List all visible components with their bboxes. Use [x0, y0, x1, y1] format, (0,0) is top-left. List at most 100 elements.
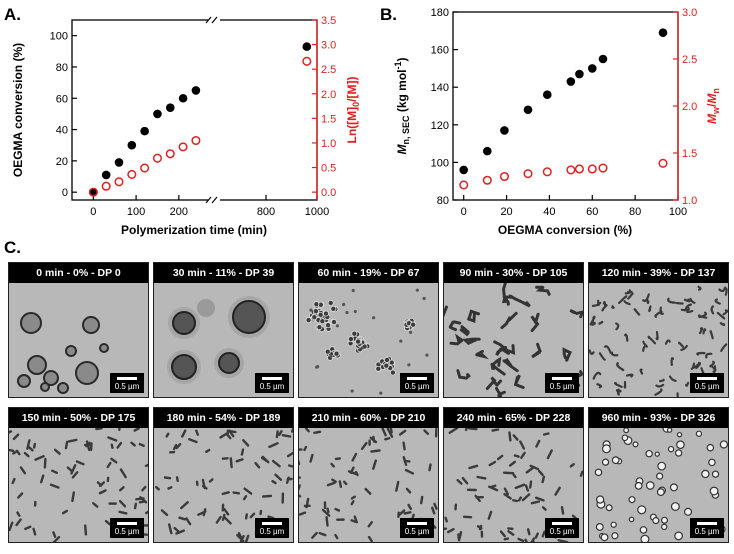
y-tick-label-right-b: 3.0 — [682, 7, 697, 19]
tem-feature — [367, 521, 374, 528]
tem-feature — [299, 511, 307, 516]
tem-feature — [386, 427, 394, 438]
tem-feature — [402, 441, 406, 451]
data-point-ln — [178, 142, 188, 152]
data-point-ln — [140, 163, 150, 173]
tem-feature — [195, 429, 199, 436]
tem-feature — [598, 320, 604, 325]
x-tick-label-a: 0 — [90, 206, 96, 218]
tem-feature — [181, 429, 187, 438]
tem-feature — [172, 311, 196, 335]
tem-feature — [15, 449, 21, 456]
scale-bar-label: 0.5 µm — [404, 527, 430, 536]
tem-feature — [488, 460, 497, 467]
tem-feature — [508, 431, 512, 442]
tem-feature — [595, 523, 604, 531]
y-tick-label-left-a: 60 — [56, 93, 68, 105]
y-tick-label-left-a: 40 — [56, 125, 68, 137]
tem-feature — [472, 349, 489, 360]
tem-feature — [512, 473, 517, 479]
tem-feature — [664, 339, 671, 345]
tem-feature — [319, 318, 326, 325]
tem-feature — [350, 500, 355, 506]
tem-feature — [670, 502, 680, 511]
tem-feature — [466, 309, 480, 323]
tem-feature — [40, 382, 50, 392]
tem-feature — [514, 483, 526, 490]
tem-feature — [705, 352, 713, 359]
scale-bar: 0.5 µm — [400, 373, 434, 393]
tem-feature — [632, 441, 639, 448]
tem-feature — [449, 333, 465, 346]
scale-bar-label: 0.5 µm — [404, 382, 430, 391]
data-point-ln — [114, 177, 124, 187]
tem-feature — [66, 466, 74, 473]
scale-bar: 0.5 µm — [110, 518, 144, 538]
tem-feature — [271, 479, 277, 485]
tem-feature — [623, 300, 631, 306]
tem-micrograph — [444, 278, 583, 397]
tem-feature — [178, 516, 187, 521]
y-label-right-a-sub: 0 — [351, 102, 361, 107]
tem-feature — [639, 368, 644, 375]
tem-feature — [526, 528, 531, 536]
tem-feature — [287, 464, 293, 468]
tem-feature — [459, 325, 471, 337]
tem-feature — [118, 499, 127, 508]
tem-feature — [709, 486, 719, 496]
tem-feature — [299, 494, 302, 498]
x-tick-label-a: 100 — [127, 206, 145, 218]
y-tick-label-left-a: 100 — [50, 31, 68, 43]
y-tick-label-left-a: 80 — [56, 62, 68, 74]
tem-feature — [448, 426, 459, 434]
tem-feature — [98, 489, 107, 495]
tem-feature — [655, 383, 665, 388]
data-point-ln — [127, 169, 137, 179]
tem-feature — [530, 312, 540, 333]
tem-feature — [474, 494, 481, 503]
y-tick-label-right-a: 2.5 — [321, 64, 336, 76]
tem-feature — [275, 430, 279, 439]
tem-feature — [487, 485, 499, 492]
tem-feature — [244, 534, 250, 542]
tem-feature — [680, 344, 688, 351]
tem-feature — [381, 426, 387, 437]
tem-feature — [611, 305, 615, 309]
y-tick-label-right-a: 3.0 — [321, 40, 336, 52]
y-tick-label-right-a: 1.0 — [321, 138, 336, 150]
tem-feature — [175, 529, 185, 535]
y-tick-label-left-b: 80 — [437, 195, 449, 207]
tem-feature — [43, 370, 59, 386]
tem-feature — [534, 285, 551, 296]
scale-bar-line — [262, 377, 282, 380]
y-tick-label-left-b: 180 — [431, 7, 449, 19]
tem-feature — [661, 523, 668, 531]
data-point-mn — [542, 90, 552, 100]
scale-bar: 0.5 µm — [400, 518, 434, 538]
scale-bar-line — [697, 522, 717, 525]
tem-feature — [710, 360, 715, 367]
tem-feature — [597, 299, 602, 305]
tem-feature — [345, 310, 349, 315]
tem-caption: 240 min - 65% - DP 228 — [444, 408, 583, 428]
tem-feature — [678, 341, 685, 348]
data-point-ln — [101, 181, 111, 191]
tem-feature — [311, 531, 318, 539]
tem-feature — [520, 451, 526, 459]
chart-a: A. 0 100 200 800 1000 0 20 40 60 80 100 0.0 0.5 1.0 1.… — [4, 5, 361, 237]
tem-feature — [83, 524, 88, 536]
tem-feature — [569, 462, 575, 468]
tem-feature — [719, 440, 728, 449]
tem-feature — [16, 511, 21, 517]
tem-feature — [670, 357, 675, 366]
tem-feature — [305, 317, 312, 324]
tem-feature — [351, 452, 358, 462]
tem-feature — [175, 476, 179, 483]
tem-feature — [331, 478, 337, 484]
tem-feature — [648, 305, 652, 313]
tem-feature — [461, 476, 469, 485]
tem-feature — [706, 443, 715, 452]
y-tick-label-left-b: 160 — [431, 45, 449, 57]
tem-feature — [519, 440, 526, 450]
tem-feature — [446, 527, 455, 534]
